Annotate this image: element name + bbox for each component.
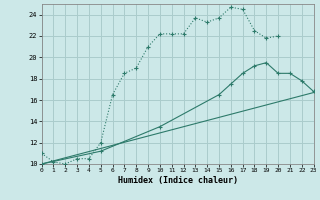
X-axis label: Humidex (Indice chaleur): Humidex (Indice chaleur) — [118, 176, 237, 185]
